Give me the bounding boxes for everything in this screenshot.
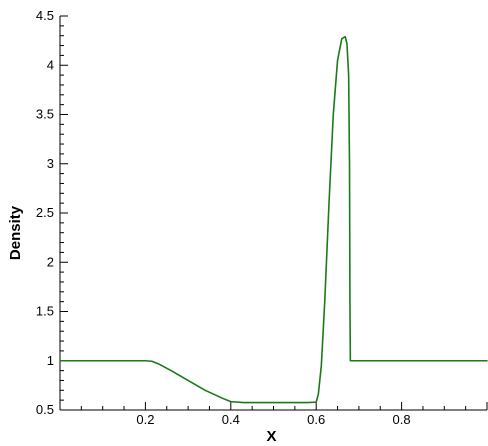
y-tick-label: 3.5: [36, 107, 54, 122]
y-tick-label: 2.5: [36, 205, 54, 220]
y-tick-label: 3: [47, 156, 54, 171]
x-tick-label: 0.4: [222, 412, 240, 427]
y-tick-label: 1: [47, 353, 54, 368]
x-tick-label: 0.8: [393, 412, 411, 427]
x-tick-label: 0.2: [136, 412, 154, 427]
x-tick-label: 0.6: [307, 412, 325, 427]
density-series-line: [59, 35, 488, 404]
y-axis-ticks: 0.5 1 1.5 2 2.5 3 3.5 4 4.5: [36, 8, 68, 417]
series-group: [59, 35, 488, 404]
y-axis-label: Density: [7, 205, 24, 260]
y-tick-label: 4: [47, 57, 54, 72]
y-tick-label: 4.5: [36, 8, 54, 23]
x-axis-label: X: [266, 428, 276, 445]
y-tick-label: 1.5: [36, 304, 54, 319]
x-axis-ticks: 0.2 0.4 0.6 0.8: [80, 402, 488, 427]
y-tick-label: 0.5: [36, 402, 54, 417]
y-tick-label: 2: [47, 254, 54, 269]
plot-frame: [59, 16, 487, 411]
